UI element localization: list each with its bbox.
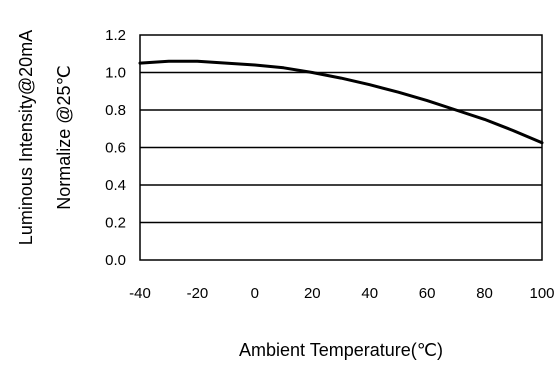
x-tick-label: 80 (476, 285, 493, 302)
x-tick-label: -40 (129, 285, 151, 302)
y-tick-label: 0.6 (105, 140, 126, 157)
y-tick-label: 0.0 (105, 252, 126, 269)
x-tick-label: -20 (187, 285, 209, 302)
y-axis-title-line2: Normalize @25℃ (54, 65, 74, 210)
plot-frame (139, 34, 543, 261)
y-tick-label: 1.0 (105, 65, 126, 82)
x-tick-label: 100 (529, 285, 554, 302)
y-tick-label: 0.8 (105, 102, 126, 119)
y-tick-label: 1.2 (105, 27, 126, 44)
x-tick-label: 40 (361, 285, 378, 302)
y-tick-label: 0.4 (105, 177, 126, 194)
series-line (138, 59, 544, 145)
x-tick-label: 60 (419, 285, 436, 302)
y-axis-title-line1: Luminous Intensity@20mA (16, 30, 36, 245)
y-tick-labels: 0.0 0.2 0.4 0.6 0.8 1.0 1.2 (105, 27, 126, 269)
x-axis-title: Ambient Temperature(℃) (239, 340, 443, 360)
x-tick-labels: -40 -20 0 20 40 60 80 100 (129, 285, 554, 302)
x-tick-label: 0 (251, 285, 259, 302)
x-tick-label: 20 (304, 285, 321, 302)
gridlines (140, 71, 542, 224)
y-tick-label: 0.2 (105, 215, 126, 232)
